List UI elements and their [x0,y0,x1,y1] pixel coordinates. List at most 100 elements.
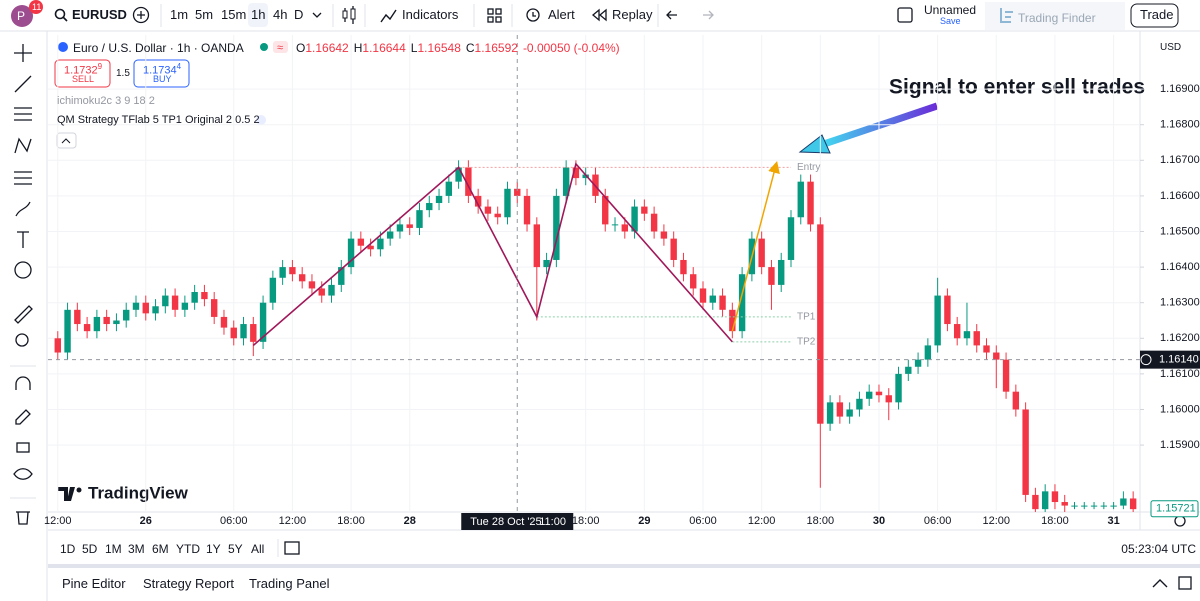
candle-body [924,345,932,360]
indicator-qm[interactable]: QM Strategy TFlab 5 TP1 Original 2 0.5 2 [57,114,260,126]
interval[interactable]: 5m [195,7,214,22]
buy-price[interactable]: 1.17344 [143,61,181,77]
trade-label[interactable]: Trade [1140,7,1174,22]
tool-pattern[interactable] [14,137,32,154]
alert-button[interactable]: Alert [548,7,575,22]
candle-body [543,259,550,268]
data-badge-icon: ≈ [277,42,284,54]
tool-crosshair[interactable] [14,44,32,62]
tool-brush[interactable] [15,201,31,217]
currency[interactable]: USD [1160,42,1182,53]
tool-forecast[interactable] [14,171,32,185]
range-button[interactable]: YTD [176,542,200,556]
trade-button[interactable] [1130,3,1179,28]
tool-ruler[interactable] [14,305,33,324]
indicators-icon[interactable] [380,9,397,23]
alert-icon[interactable] [526,8,540,22]
x-tick-label: 06:00 [924,515,952,527]
tool-trendline[interactable] [14,75,32,93]
interval[interactable]: 4h [273,7,288,22]
candle-body [582,174,589,179]
range-button[interactable]: 1M [105,542,122,556]
panel-maximize[interactable] [1178,576,1192,590]
interval-menu[interactable] [312,12,322,18]
layouts-icon[interactable] [487,8,502,23]
candle-body [289,267,296,275]
layout-checkbox[interactable] [897,7,913,23]
candle-body [103,316,110,325]
collapse-legend[interactable] [56,132,77,149]
buy-button[interactable] [133,59,190,88]
interval[interactable]: 1m [170,7,189,22]
range-button[interactable]: 5Y [228,542,243,556]
replay-button[interactable]: Replay [612,7,653,22]
sell-label[interactable]: SELL [72,74,95,84]
candle-body [269,277,277,303]
candle-body [1110,505,1117,507]
tool-lock[interactable] [16,442,30,453]
candle-body [865,391,873,399]
panel-tab[interactable]: Trading Panel [249,576,330,591]
candle-body [1032,494,1039,510]
interval[interactable]: D [294,7,304,22]
data-badge [273,41,288,53]
candle-body [318,288,325,296]
range-button[interactable]: 1D [60,542,76,556]
candle-body [562,167,570,196]
tool-magnet[interactable] [15,376,31,390]
tool-zoom[interactable] [15,333,29,347]
y-tick-label: 1.16500 [1160,225,1200,237]
candle-body [807,181,814,225]
indicator-ichimoku[interactable]: ichimoku2c 3 9 18 2 [57,95,155,107]
ohlc-change: -0.00050 (-0.04%) [522,41,620,55]
goto-date[interactable] [284,541,300,555]
annotation-text: Signal to enter sell trades [889,76,1145,99]
candle-body [347,238,355,268]
range-button[interactable]: 6M [152,542,169,556]
interval[interactable]: 1h [251,7,266,22]
candle-body [983,345,990,353]
tool-fib[interactable] [14,107,32,121]
range-button[interactable]: 5D [82,542,98,556]
candle-body [132,302,140,310]
range-button[interactable]: 1Y [206,542,221,556]
tool-text[interactable] [17,231,29,248]
range-button[interactable]: All [251,542,265,556]
avatar[interactable] [11,5,33,27]
sell-price[interactable]: 1.17329 [64,61,102,77]
undo[interactable] [666,10,677,20]
sell-button[interactable] [54,59,111,88]
tool-trash[interactable] [16,511,30,525]
x-tick-label: 31 [1107,515,1119,527]
x-tick-label: 26 [140,515,152,527]
indicators-button[interactable]: Indicators [402,7,459,22]
redo[interactable] [703,10,714,20]
tool-lock-draw[interactable] [15,409,31,425]
crosshair-time: 11:00 [539,516,566,528]
panel-tab[interactable]: Strategy Report [143,576,235,591]
candle-body [953,324,961,339]
candle-body [778,259,785,285]
tool-emoji[interactable] [14,261,32,279]
panel-toggle[interactable] [1152,579,1168,588]
search-icon[interactable] [54,8,66,20]
level-label: TP1 [797,312,816,323]
tool-eye[interactable] [13,468,33,480]
ohlc: O1.16642 H1.16644 L1.16548 C1.16592 -0.00050… [296,40,620,56]
symbol[interactable]: EURUSD [72,7,127,22]
buy-label[interactable]: BUY [153,74,172,84]
candle-body [514,188,521,196]
add-symbol[interactable] [132,6,150,24]
sell-pip: 9 [97,62,103,71]
layout-name[interactable]: Unnamed [924,3,977,17]
replay-icon[interactable] [591,8,607,22]
save-button[interactable]: Save [940,16,961,26]
range-button[interactable]: 3M [128,542,145,556]
candle-body [611,224,619,226]
crosshair-price: 1.16140 [1159,354,1199,366]
candle-body [162,295,169,307]
interval[interactable]: 15m [221,7,247,22]
panel-tab[interactable]: Pine Editor [62,576,126,591]
x-tick-label: 28 [404,515,416,527]
